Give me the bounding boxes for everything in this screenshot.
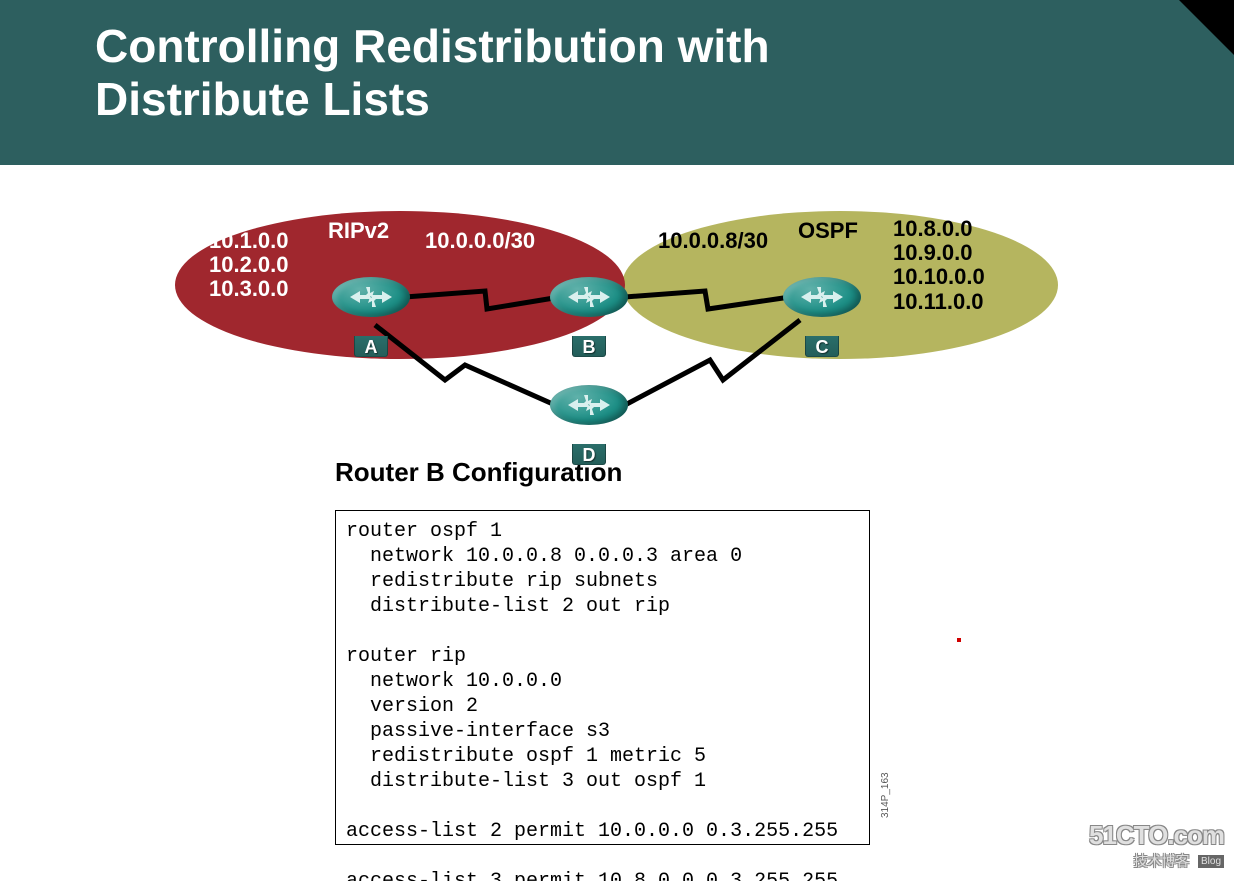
corner-decoration xyxy=(1179,0,1234,55)
title-band: Controlling Redistribution with Distribu… xyxy=(0,0,1234,165)
ospf-protocol-label: OSPF xyxy=(798,219,858,243)
page-title: Controlling Redistribution with Distribu… xyxy=(95,20,1234,126)
title-line-2: Distribute Lists xyxy=(95,73,430,125)
net: 10.3.0.0 xyxy=(209,276,289,301)
net: 10.2.0.0 xyxy=(209,252,289,277)
router-c: C xyxy=(783,277,861,339)
net: 10.8.0.0 xyxy=(893,216,973,241)
router-b: B xyxy=(550,277,628,339)
ospf-link-label: 10.0.0.8/30 xyxy=(658,229,768,253)
router-icon xyxy=(564,393,614,417)
ripv2-link-label: 10.0.0.0/30 xyxy=(425,229,535,253)
ripv2-networks-list: 10.1.0.0 10.2.0.0 10.3.0.0 xyxy=(209,229,289,302)
watermark-main: 51CTO.com xyxy=(1089,820,1224,851)
ripv2-protocol-label: RIPv2 xyxy=(328,219,389,243)
router-icon xyxy=(564,285,614,309)
ospf-networks-list: 10.8.0.0 10.9.0.0 10.10.0.0 10.11.0.0 xyxy=(893,217,985,314)
router-icon xyxy=(797,285,847,309)
router-label: A xyxy=(354,336,388,357)
title-line-1: Controlling Redistribution with xyxy=(95,20,770,72)
router-icon xyxy=(346,285,396,309)
net: 10.1.0.0 xyxy=(209,228,289,253)
net: 10.10.0.0 xyxy=(893,264,985,289)
router-a: A xyxy=(332,277,410,339)
watermark: 51CTO.com 技术博客 Blog xyxy=(1089,820,1224,871)
config-code-block: router ospf 1 network 10.0.0.8 0.0.0.3 a… xyxy=(335,510,870,845)
network-diagram: RIPv2 10.0.0.0/30 10.1.0.0 10.2.0.0 10.3… xyxy=(175,205,1065,455)
router-label: D xyxy=(572,444,606,465)
router-label: C xyxy=(805,336,839,357)
watermark-sub: 技术博客 xyxy=(1134,853,1190,869)
router-label: B xyxy=(572,336,606,357)
router-d: D xyxy=(550,385,628,447)
net: 10.9.0.0 xyxy=(893,240,973,265)
pointer-dot xyxy=(957,638,961,642)
net: 10.11.0.0 xyxy=(893,289,984,314)
slide-reference-label: 314P_163 xyxy=(880,772,891,818)
watermark-tag: Blog xyxy=(1198,855,1224,868)
